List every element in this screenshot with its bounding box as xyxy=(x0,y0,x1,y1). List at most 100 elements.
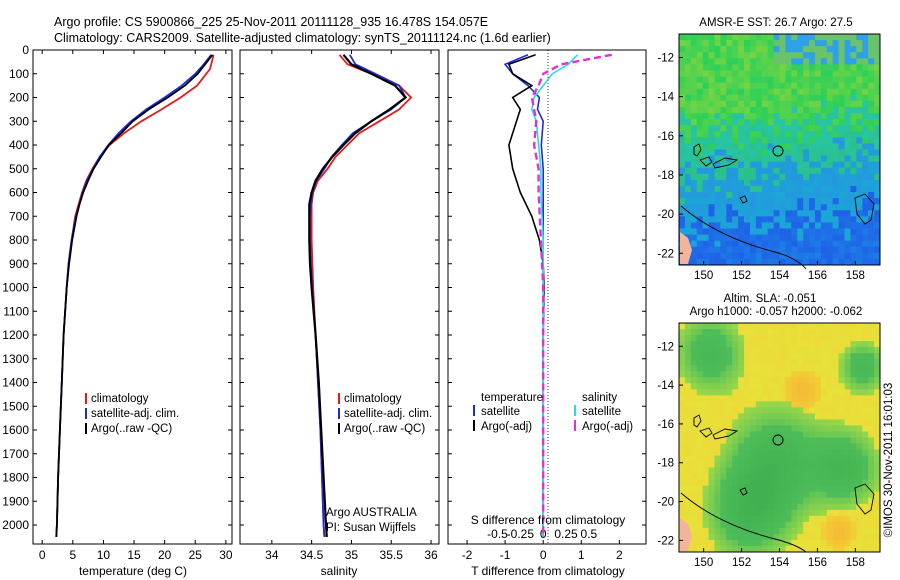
map-cell xyxy=(779,192,786,199)
map-cell xyxy=(791,192,798,199)
map-cell xyxy=(773,413,780,420)
map-cell xyxy=(696,455,704,463)
map-cell xyxy=(850,425,857,432)
map-cell xyxy=(868,34,875,41)
map-cell xyxy=(779,515,786,523)
map-cell xyxy=(850,509,857,517)
map-cell xyxy=(820,52,828,59)
map-cell xyxy=(714,341,721,348)
map-cell xyxy=(702,137,709,144)
map-cell xyxy=(820,76,828,84)
map-cell xyxy=(814,34,822,41)
map-cell xyxy=(791,179,798,187)
map-cell xyxy=(684,443,692,450)
map-cell xyxy=(755,40,763,47)
map-cell xyxy=(755,419,763,426)
map-cell xyxy=(767,401,774,408)
map-cell xyxy=(826,252,834,260)
map-cell xyxy=(838,82,845,90)
map-cell xyxy=(708,70,715,77)
map-cell xyxy=(844,341,851,348)
map-cell xyxy=(844,258,851,266)
map-cell xyxy=(838,365,845,372)
map-cell xyxy=(785,149,792,156)
map-cell xyxy=(738,167,745,175)
map-cell xyxy=(779,407,786,414)
map-cell xyxy=(726,185,733,193)
map-cell xyxy=(832,491,840,499)
map-cell xyxy=(773,58,780,65)
map-cell xyxy=(785,125,792,132)
map-cell xyxy=(838,503,845,511)
map-cell xyxy=(690,192,698,199)
map-cell xyxy=(862,323,869,330)
map-cell xyxy=(832,155,840,163)
map-cell xyxy=(862,371,869,378)
map-cell xyxy=(785,503,792,511)
map-cell xyxy=(749,210,757,217)
map-cell xyxy=(809,216,816,223)
map-cell xyxy=(732,149,739,156)
map-cell xyxy=(785,34,792,41)
map-cell xyxy=(791,497,798,505)
map-cell xyxy=(773,173,780,181)
map-cell xyxy=(844,383,851,390)
map-cell xyxy=(791,455,798,463)
map-cell xyxy=(744,82,751,90)
map-cell xyxy=(809,258,816,266)
map-cell xyxy=(826,113,834,120)
map-cell xyxy=(779,395,786,402)
map-cell xyxy=(761,365,769,372)
map-cell xyxy=(767,347,774,354)
map-cell xyxy=(708,198,715,205)
map-cell xyxy=(684,167,692,175)
map-cell xyxy=(856,192,863,199)
map-cell xyxy=(773,353,780,360)
legend-label-climatology: climatology xyxy=(91,393,149,405)
map-cell xyxy=(708,515,715,523)
map-cell xyxy=(720,137,727,144)
map-cell xyxy=(732,455,739,463)
map-cell xyxy=(726,119,733,126)
map-cell xyxy=(868,222,875,229)
map-cell xyxy=(791,431,798,438)
map-cell xyxy=(773,365,780,372)
map-cell xyxy=(684,173,692,181)
map-cell xyxy=(773,395,780,402)
map-cell xyxy=(809,106,816,114)
map-cell xyxy=(809,377,816,384)
map-cell xyxy=(732,395,739,402)
title-line-1: Argo profile: CS 5900866_225 25-Nov-2011… xyxy=(54,15,488,29)
map-cell xyxy=(738,246,745,254)
map-cell xyxy=(761,82,769,90)
map-cell xyxy=(679,64,686,71)
map-cell xyxy=(738,70,745,77)
map-cell xyxy=(749,461,757,469)
map-cell xyxy=(856,94,863,102)
map-cell xyxy=(874,461,881,469)
map-cell xyxy=(690,479,698,487)
map-cell xyxy=(684,185,692,193)
map-cell xyxy=(868,485,875,493)
map-cell xyxy=(785,479,792,487)
map-cell xyxy=(874,491,881,499)
map-cell xyxy=(809,46,816,53)
map-cell xyxy=(820,149,828,156)
map-cell xyxy=(809,161,816,169)
map-cell xyxy=(785,467,792,475)
map-cell xyxy=(714,252,721,260)
map-cell xyxy=(732,329,739,336)
map-cell xyxy=(874,413,881,420)
map-cell xyxy=(838,347,845,354)
map-cell xyxy=(791,533,798,541)
map-cell xyxy=(856,34,863,41)
map-cell xyxy=(696,461,704,469)
map-cell xyxy=(755,329,763,336)
map-cell xyxy=(820,173,828,181)
map-cell xyxy=(714,143,721,150)
series-line-climatology xyxy=(55,54,215,537)
map-cell xyxy=(856,252,863,260)
map-cell xyxy=(838,88,845,96)
map-cell xyxy=(744,246,751,254)
map-cell xyxy=(696,383,704,390)
